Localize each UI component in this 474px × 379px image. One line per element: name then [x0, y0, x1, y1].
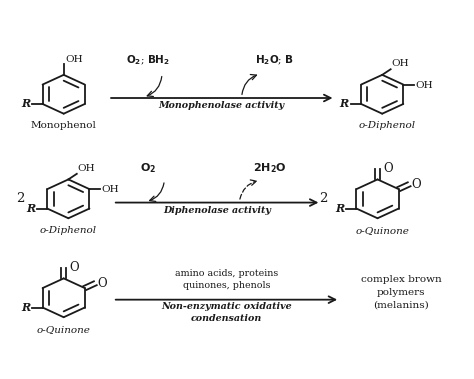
Text: O: O — [69, 262, 79, 274]
Text: $\mathbf{H_2O}$; $\mathbf{B}$: $\mathbf{H_2O}$; $\mathbf{B}$ — [255, 54, 294, 67]
Text: $\mathbf{O_2}$: $\mathbf{O_2}$ — [140, 161, 156, 175]
Text: Monophenolase activity: Monophenolase activity — [159, 101, 285, 110]
Text: OH: OH — [101, 185, 119, 194]
Text: o-Quinone: o-Quinone — [356, 226, 409, 235]
Text: Non-enzymatic oxidative
condensation: Non-enzymatic oxidative condensation — [161, 302, 292, 323]
Text: Diphenolase activity: Diphenolase activity — [163, 205, 271, 215]
Text: complex brown
polymers
(melanins): complex brown polymers (melanins) — [361, 275, 441, 309]
Text: R: R — [335, 203, 344, 214]
Text: O: O — [411, 178, 421, 191]
Text: OH: OH — [415, 81, 433, 90]
Text: amino acids, proteins
quinones, phenols: amino acids, proteins quinones, phenols — [175, 269, 278, 290]
Text: o-Quinone: o-Quinone — [37, 325, 91, 334]
Text: 2: 2 — [319, 192, 328, 205]
Text: $\mathbf{2H_2O}$: $\mathbf{2H_2O}$ — [253, 161, 287, 175]
Text: OH: OH — [65, 55, 83, 64]
Text: R: R — [340, 99, 349, 110]
Text: R: R — [26, 203, 35, 214]
Text: O: O — [383, 163, 393, 175]
Text: 2: 2 — [17, 192, 25, 205]
Text: R: R — [21, 302, 30, 313]
Text: OH: OH — [392, 59, 409, 68]
Text: $\mathbf{O_2}$; $\mathbf{BH_2}$: $\mathbf{O_2}$; $\mathbf{BH_2}$ — [126, 54, 170, 67]
Text: R: R — [21, 99, 30, 110]
Text: O: O — [98, 277, 107, 290]
Text: OH: OH — [78, 164, 95, 173]
Text: Monophenol: Monophenol — [31, 121, 97, 130]
Text: o-Diphenol: o-Diphenol — [358, 121, 416, 130]
Text: o-Diphenol: o-Diphenol — [40, 226, 97, 235]
